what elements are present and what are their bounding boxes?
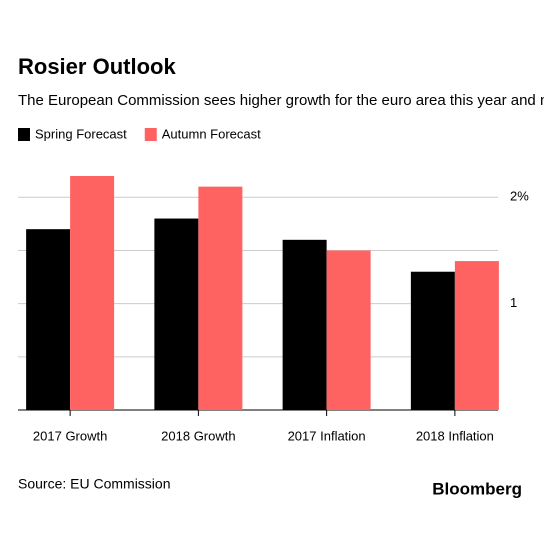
bar: [70, 176, 115, 410]
y-tick-label: 1: [510, 295, 517, 310]
bar: [326, 250, 371, 410]
bar: [454, 261, 499, 410]
bar: [154, 218, 199, 410]
legend-label: Spring Forecast: [35, 126, 127, 141]
bar: [410, 271, 455, 410]
legend-label: Autumn Forecast: [162, 126, 261, 141]
x-tick-label: 2017 Inflation: [288, 428, 366, 443]
chart-title: Rosier Outlook: [18, 54, 176, 79]
x-tick-label: 2018 Inflation: [416, 428, 494, 443]
chart-subtitle: The European Commission sees higher grow…: [18, 92, 544, 109]
brand: Bloomberg: [432, 479, 522, 498]
legend-swatch: [18, 128, 30, 141]
source: Source: EU Commission: [18, 476, 171, 492]
bar: [26, 229, 71, 410]
y-tick-label: 2%: [510, 189, 529, 204]
x-tick-label: 2018 Growth: [161, 428, 235, 443]
legend-swatch: [144, 128, 157, 141]
bar: [198, 186, 243, 410]
bar: [282, 239, 327, 410]
x-tick-label: 2017 Growth: [33, 428, 107, 443]
